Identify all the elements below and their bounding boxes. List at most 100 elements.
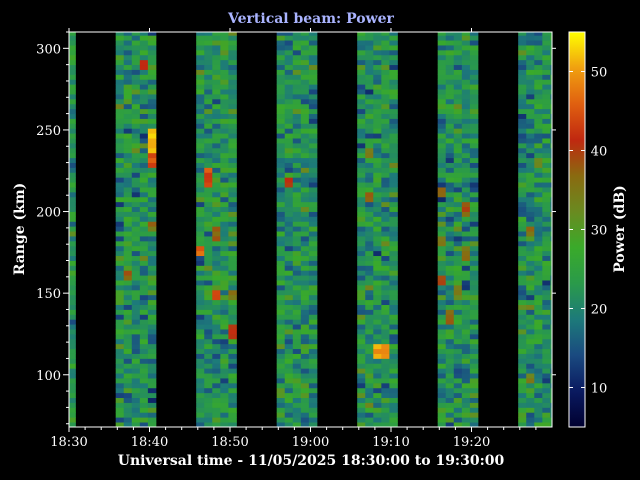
heatmap-cell bbox=[518, 191, 527, 198]
heatmap-cell bbox=[300, 157, 310, 163]
heatmap-cell bbox=[550, 138, 553, 144]
heatmap-cell bbox=[373, 162, 382, 168]
heatmap-cell bbox=[228, 157, 237, 163]
heatmap-cell bbox=[469, 299, 479, 305]
heatmap-cell bbox=[276, 299, 286, 305]
heatmap-cell bbox=[461, 338, 471, 345]
heatmap-cell bbox=[308, 309, 318, 315]
heatmap-cell bbox=[115, 138, 125, 144]
heatmap-cell bbox=[196, 147, 205, 154]
heatmap-cell bbox=[131, 79, 141, 85]
heatmap-cell bbox=[381, 45, 390, 51]
heatmap-cell bbox=[453, 309, 463, 315]
heatmap-cell bbox=[389, 319, 398, 325]
heatmap-cell bbox=[196, 363, 205, 369]
heatmap-cell bbox=[220, 378, 229, 384]
heatmap-cell bbox=[196, 275, 205, 281]
heatmap-cell bbox=[389, 285, 398, 291]
heatmap-cell bbox=[357, 162, 366, 168]
heatmap-cell bbox=[518, 187, 527, 193]
heatmap-cell bbox=[373, 329, 382, 335]
heatmap-cell bbox=[365, 270, 374, 276]
heatmap-cell bbox=[453, 113, 463, 119]
colorbar-tick-label: 10 bbox=[591, 382, 608, 397]
heatmap-cell bbox=[445, 378, 455, 384]
heatmap-cell bbox=[220, 397, 229, 403]
heatmap-cell bbox=[461, 138, 471, 144]
heatmap-cell bbox=[461, 40, 471, 46]
heatmap-cell bbox=[139, 250, 149, 257]
heatmap-cell bbox=[308, 275, 318, 281]
heatmap-cell bbox=[204, 294, 213, 301]
heatmap-cell bbox=[357, 373, 366, 379]
heatmap-cell bbox=[292, 103, 302, 110]
heatmap-cell bbox=[518, 32, 527, 36]
heatmap-cell bbox=[445, 309, 455, 315]
heatmap-cell bbox=[365, 417, 374, 423]
heatmap-cell bbox=[389, 333, 398, 340]
heatmap-cell bbox=[139, 319, 149, 325]
heatmap-cell bbox=[115, 40, 125, 46]
heatmap-cell bbox=[204, 113, 213, 119]
heatmap-cell bbox=[357, 392, 366, 399]
heatmap-cell bbox=[123, 333, 133, 340]
heatmap-cell bbox=[461, 417, 471, 423]
heatmap-cell bbox=[284, 79, 294, 85]
heatmap-cell bbox=[357, 255, 366, 261]
heatmap-cell bbox=[220, 138, 229, 144]
heatmap-cell bbox=[461, 35, 471, 41]
heatmap-cell bbox=[526, 216, 535, 222]
heatmap-cell bbox=[220, 118, 229, 124]
heatmap-cell bbox=[389, 304, 398, 310]
heatmap-cell bbox=[526, 343, 535, 350]
heatmap-cell bbox=[453, 348, 463, 354]
heatmap-cell bbox=[212, 196, 221, 203]
heatmap-cell bbox=[308, 40, 318, 46]
heatmap-cell bbox=[526, 79, 535, 85]
heatmap-cell bbox=[300, 94, 310, 100]
heatmap-cell bbox=[373, 74, 382, 80]
heatmap-cell bbox=[131, 265, 141, 271]
heatmap-cell bbox=[147, 35, 157, 41]
heatmap-cell bbox=[147, 108, 157, 115]
heatmap-cell bbox=[228, 358, 237, 364]
heatmap-cell bbox=[220, 221, 229, 227]
heatmap-cell bbox=[381, 152, 390, 159]
heatmap-cell bbox=[469, 98, 479, 105]
heatmap-cell bbox=[131, 324, 141, 330]
heatmap-cell bbox=[292, 54, 302, 61]
heatmap-cell bbox=[469, 309, 479, 315]
heatmap-cell bbox=[115, 299, 125, 305]
heatmap-cell bbox=[461, 216, 471, 222]
heatmap-cell bbox=[461, 309, 471, 315]
heatmap-cell bbox=[389, 226, 398, 232]
heatmap-cell bbox=[534, 162, 543, 168]
heatmap-cell bbox=[69, 152, 76, 159]
heatmap-cell bbox=[228, 319, 237, 325]
heatmap-cell bbox=[518, 211, 527, 217]
heatmap-cell bbox=[284, 353, 294, 359]
heatmap-cell bbox=[437, 142, 447, 149]
heatmap-cell bbox=[357, 32, 366, 36]
heatmap-cell bbox=[284, 231, 294, 237]
heatmap-cell bbox=[445, 250, 455, 257]
heatmap-cell bbox=[69, 422, 76, 428]
heatmap-cell bbox=[300, 201, 310, 208]
heatmap-cell bbox=[276, 162, 286, 168]
heatmap-cell bbox=[381, 250, 390, 257]
heatmap-cell bbox=[365, 382, 374, 389]
heatmap-cell bbox=[308, 407, 318, 413]
heatmap-cell bbox=[534, 32, 543, 36]
heatmap-cell bbox=[212, 162, 221, 168]
heatmap-cell bbox=[365, 378, 374, 384]
heatmap-cell bbox=[542, 162, 551, 168]
heatmap-cell bbox=[196, 348, 205, 354]
heatmap-cell bbox=[115, 294, 125, 301]
heatmap-cell bbox=[284, 319, 294, 325]
heatmap-cell bbox=[220, 98, 229, 105]
heatmap-cell bbox=[300, 108, 310, 115]
heatmap-cell bbox=[115, 49, 125, 56]
heatmap-cell bbox=[204, 358, 213, 364]
heatmap-cell bbox=[300, 368, 310, 374]
heatmap-cell bbox=[212, 319, 221, 325]
